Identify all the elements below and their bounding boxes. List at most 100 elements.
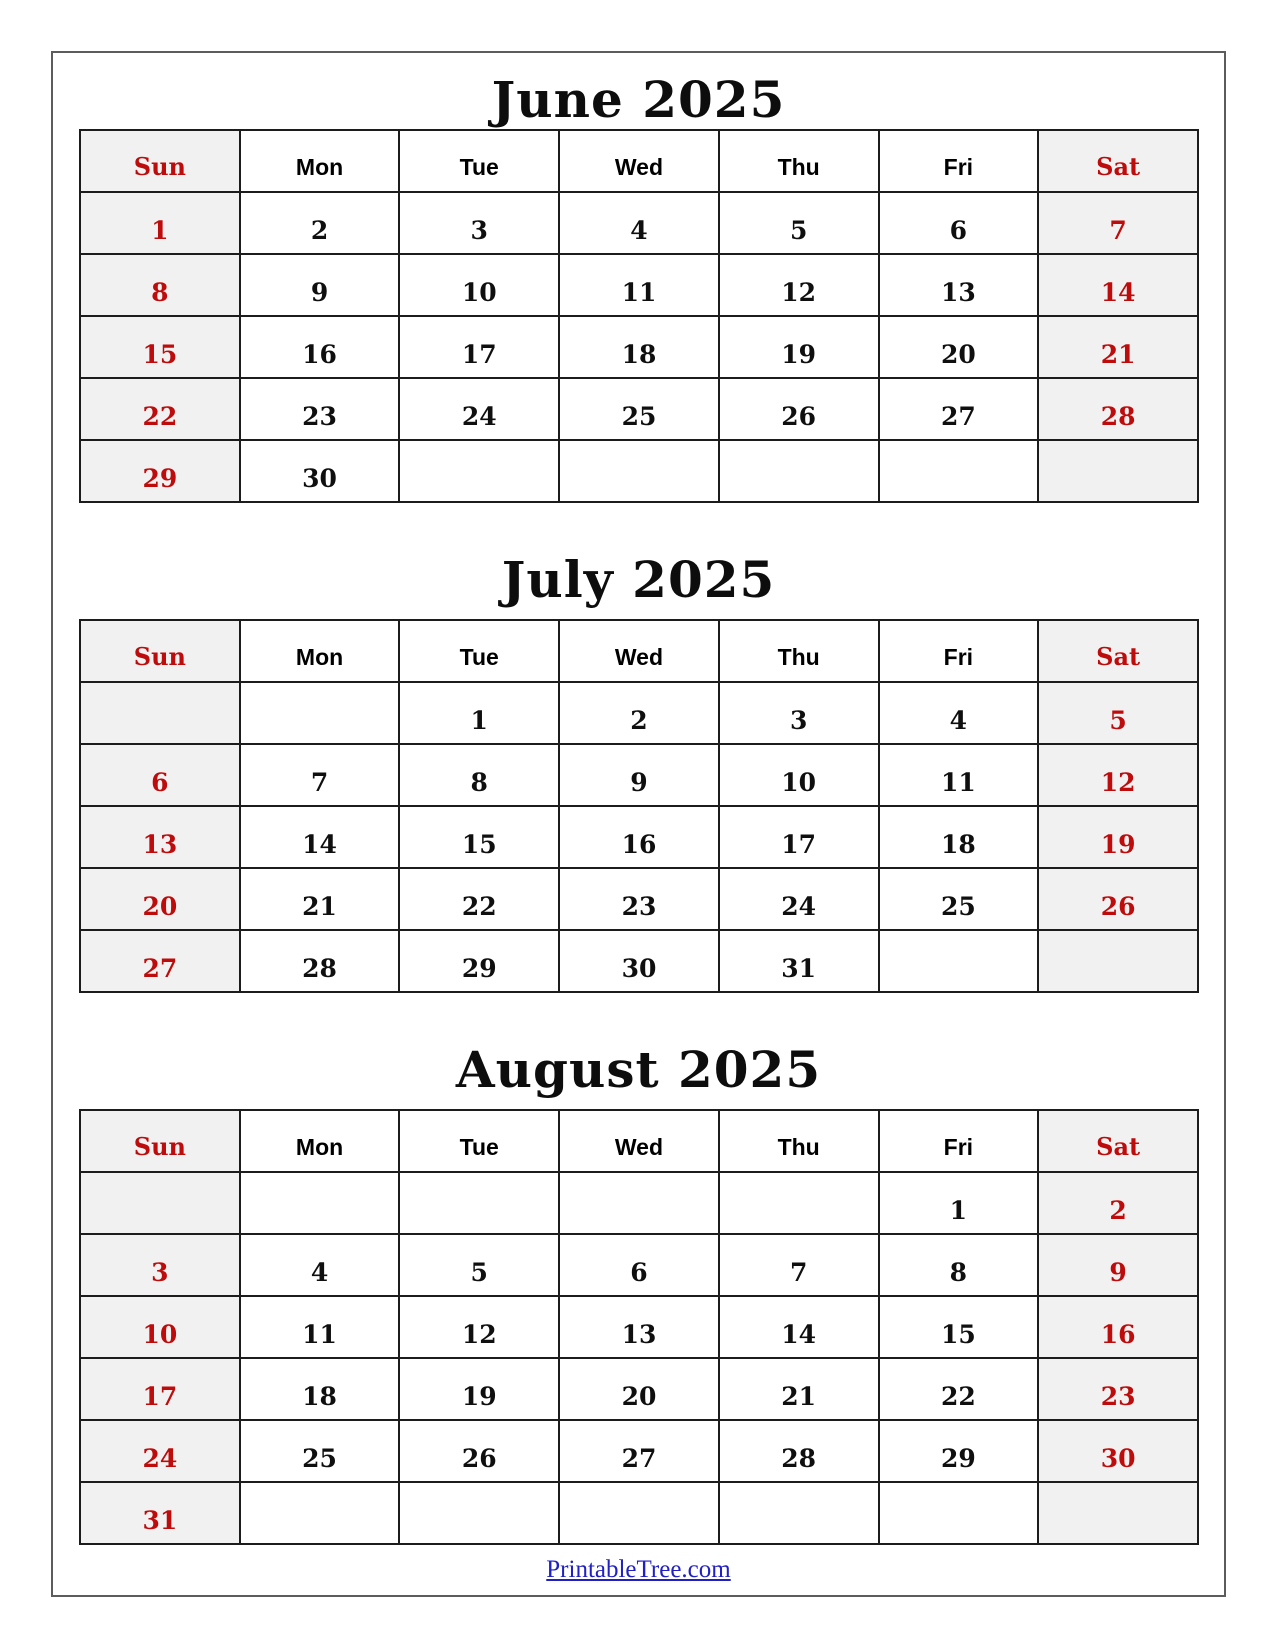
calendar-table-july: Sun Mon Tue Wed Thu Fri Sat 1 2 3 4 5 6 7 8 9 10 11 12 13 14…	[79, 619, 1199, 993]
day-cell: 13	[877, 253, 1040, 317]
day-cell: 24	[398, 377, 561, 441]
empty-day-cell	[398, 439, 561, 503]
day-cell: 18	[877, 805, 1040, 869]
day-cell: 4	[238, 1233, 401, 1297]
day-cell: 1	[79, 191, 241, 255]
page-frame: June 2025 Sun Mon Tue Wed Thu Fri Sat 1 2 3 4 5 6 7 8 9…	[51, 51, 1226, 1597]
day-cell: 12	[1037, 743, 1199, 807]
weekday-header-fri: Fri	[877, 129, 1040, 193]
empty-day-cell	[1037, 439, 1199, 503]
day-cell: 6	[877, 191, 1040, 255]
day-cell: 3	[398, 191, 561, 255]
weekday-header-thu: Thu	[717, 619, 880, 683]
empty-day-cell	[558, 1171, 720, 1235]
month-title-block-june: June 2025	[53, 53, 1224, 129]
day-cell: 5	[717, 191, 880, 255]
day-cell: 20	[877, 315, 1040, 379]
day-cell: 6	[558, 1233, 720, 1297]
weekday-header-sat: Sat	[1037, 1109, 1199, 1173]
weekday-header-row: Sun Mon Tue Wed Thu Fri Sat	[79, 1109, 1199, 1173]
weekday-header-mon: Mon	[238, 129, 401, 193]
day-cell: 17	[717, 805, 880, 869]
day-cell: 13	[558, 1295, 720, 1359]
day-cell: 7	[1037, 191, 1199, 255]
weekday-header-wed: Wed	[558, 619, 720, 683]
day-cell: 19	[398, 1357, 561, 1421]
weekday-header-fri: Fri	[877, 1109, 1040, 1173]
month-title-block-august: August 2025	[53, 993, 1224, 1109]
day-cell: 21	[238, 867, 401, 931]
calendar-table-june: Sun Mon Tue Wed Thu Fri Sat 1 2 3 4 5 6 7 8 9 10 11 12 13 14…	[79, 129, 1199, 503]
day-cell: 2	[238, 191, 401, 255]
day-cell: 9	[1037, 1233, 1199, 1297]
day-cell: 20	[558, 1357, 720, 1421]
week-row: 20 21 22 23 24 25 26	[79, 867, 1199, 931]
empty-day-cell	[1037, 929, 1199, 993]
weekday-header-thu: Thu	[717, 129, 880, 193]
day-cell: 10	[79, 1295, 241, 1359]
day-cell: 28	[717, 1419, 880, 1483]
day-cell: 19	[1037, 805, 1199, 869]
day-cell: 22	[79, 377, 241, 441]
day-cell: 9	[558, 743, 720, 807]
day-cell: 27	[79, 929, 241, 993]
day-cell: 16	[1037, 1295, 1199, 1359]
day-cell: 5	[398, 1233, 561, 1297]
day-cell: 11	[558, 253, 720, 317]
weekday-header-wed: Wed	[558, 129, 720, 193]
day-cell: 15	[398, 805, 561, 869]
day-cell: 18	[238, 1357, 401, 1421]
weekday-header-sun: Sun	[79, 1109, 241, 1173]
month-title-july: July 2025	[501, 550, 776, 609]
weekday-header-row: Sun Mon Tue Wed Thu Fri Sat	[79, 619, 1199, 683]
day-cell: 8	[877, 1233, 1040, 1297]
day-cell: 2	[558, 681, 720, 745]
day-cell: 1	[877, 1171, 1040, 1235]
empty-day-cell	[398, 1481, 561, 1545]
weekday-header-sat: Sat	[1037, 129, 1199, 193]
empty-day-cell	[877, 1481, 1040, 1545]
day-cell: 24	[79, 1419, 241, 1483]
day-cell: 17	[398, 315, 561, 379]
week-row: 29 30	[79, 439, 1199, 503]
empty-day-cell	[877, 929, 1040, 993]
day-cell: 10	[717, 743, 880, 807]
day-cell: 9	[238, 253, 401, 317]
day-cell: 28	[238, 929, 401, 993]
footer: PrintableTree.com	[53, 1545, 1224, 1595]
day-cell: 27	[877, 377, 1040, 441]
day-cell: 19	[717, 315, 880, 379]
month-title-august: August 2025	[455, 1040, 822, 1099]
empty-day-cell	[1037, 1481, 1199, 1545]
calendar-table-august: Sun Mon Tue Wed Thu Fri Sat 1 2 3 4 5 6 7 8 9 10 11 12 13 14…	[79, 1109, 1199, 1545]
week-row: 13 14 15 16 17 18 19	[79, 805, 1199, 869]
day-cell: 12	[717, 253, 880, 317]
empty-day-cell	[238, 1481, 401, 1545]
week-row: 17 18 19 20 21 22 23	[79, 1357, 1199, 1421]
week-row: 24 25 26 27 28 29 30	[79, 1419, 1199, 1483]
empty-day-cell	[877, 439, 1040, 503]
day-cell: 8	[398, 743, 561, 807]
week-row: 15 16 17 18 19 20 21	[79, 315, 1199, 379]
empty-day-cell	[79, 681, 241, 745]
weekday-header-tue: Tue	[398, 129, 561, 193]
day-cell: 28	[1037, 377, 1199, 441]
day-cell: 30	[1037, 1419, 1199, 1483]
day-cell: 23	[238, 377, 401, 441]
day-cell: 21	[1037, 315, 1199, 379]
day-cell: 24	[717, 867, 880, 931]
day-cell: 12	[398, 1295, 561, 1359]
weekday-header-tue: Tue	[398, 1109, 561, 1173]
month-title-block-july: July 2025	[53, 503, 1224, 619]
footer-link[interactable]: PrintableTree.com	[546, 1556, 731, 1583]
day-cell: 31	[717, 929, 880, 993]
day-cell: 22	[877, 1357, 1040, 1421]
day-cell: 26	[1037, 867, 1199, 931]
day-cell: 22	[398, 867, 561, 931]
day-cell: 3	[79, 1233, 241, 1297]
empty-day-cell	[717, 439, 880, 503]
day-cell: 16	[238, 315, 401, 379]
